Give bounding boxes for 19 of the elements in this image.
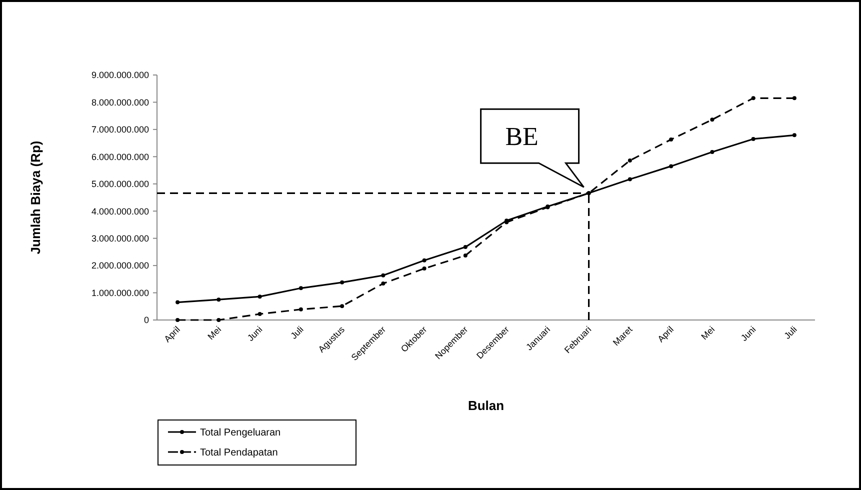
- y-tick-label: 1.000.000.000: [91, 288, 149, 298]
- y-axis-title: Jumlah Biaya (Rp): [28, 140, 43, 254]
- y-tick-label: 4.000.000.000: [91, 206, 149, 216]
- x-axis-title: Bulan: [468, 398, 504, 413]
- y-tick-label: 3.000.000.000: [91, 233, 149, 244]
- y-tick-label: 2.000.000.000: [91, 260, 149, 271]
- legend-label: Total Pendapatan: [200, 448, 278, 458]
- legend-label: Total Pengeluaran: [200, 428, 281, 438]
- y-tick-label: 5.000.000.000: [91, 179, 149, 190]
- x-tick-label: Mei: [206, 324, 224, 342]
- y-tick-label: 8.000.000.000: [91, 97, 149, 108]
- y-tick-label: 7.000.000.000: [91, 124, 149, 135]
- y-tick-label: 6.000.000.000: [91, 152, 149, 162]
- annotation: BE: [505, 122, 538, 152]
- x-tick-label: Mei: [699, 324, 717, 342]
- x-tick-label: Juli: [288, 324, 306, 341]
- x-tick-label: Juli: [782, 324, 799, 341]
- y-tick-label: 0: [144, 315, 149, 326]
- y-tick-label: 9.000.000.000: [91, 70, 149, 80]
